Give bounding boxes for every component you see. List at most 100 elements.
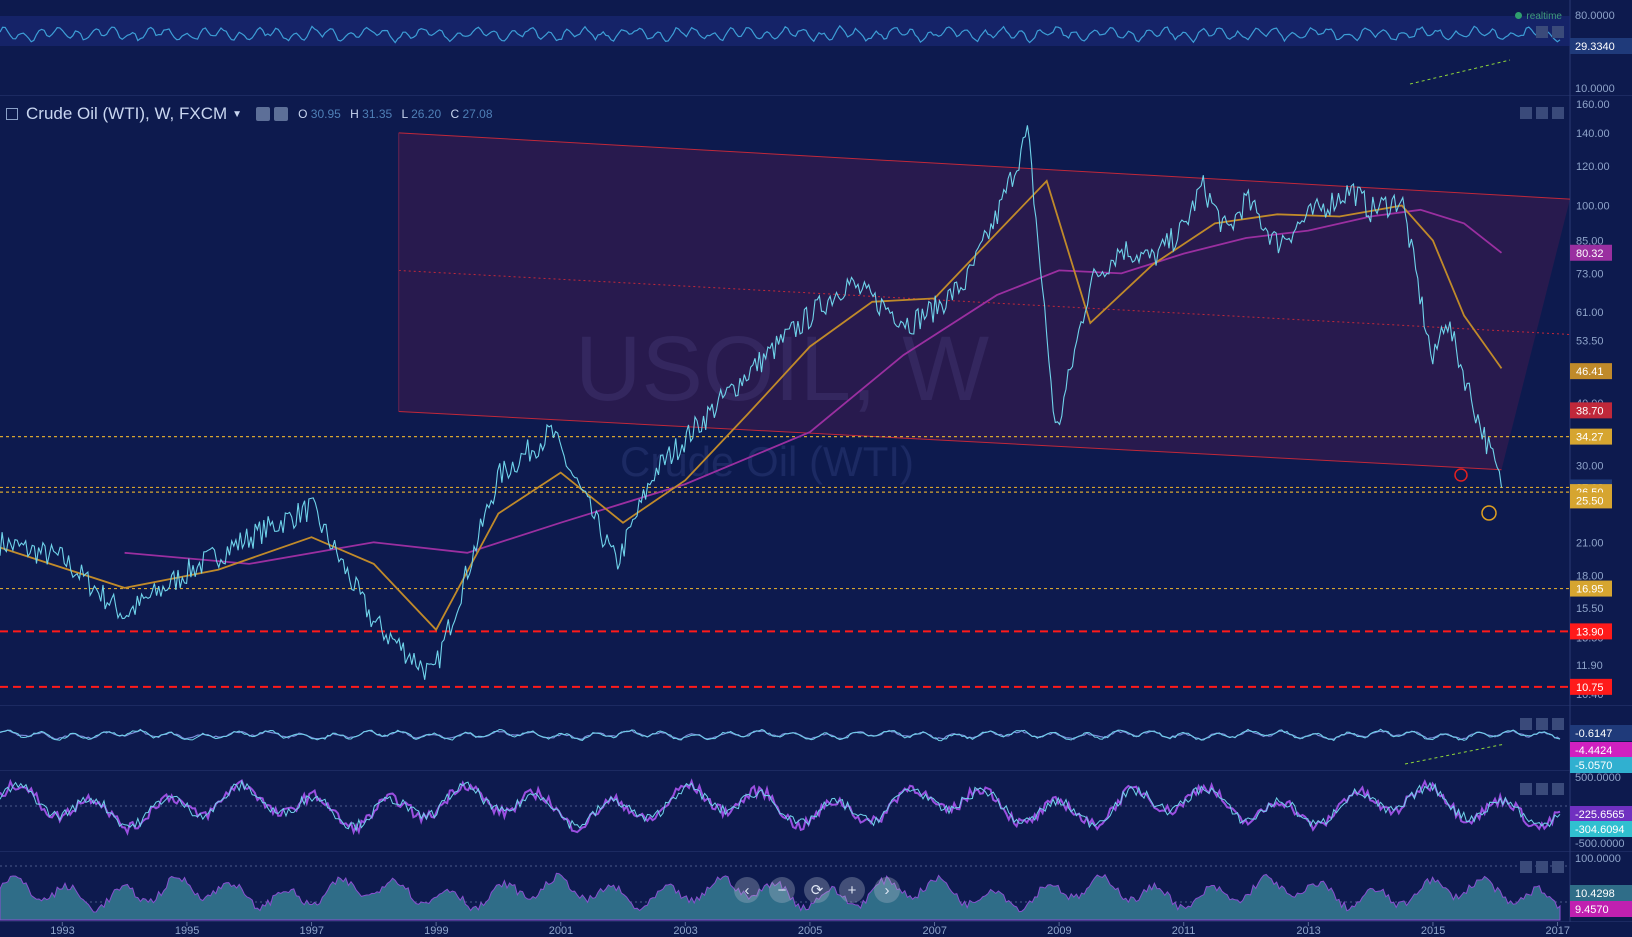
y-tick-label: 140.00 bbox=[1576, 128, 1610, 140]
price-label-box bbox=[1570, 363, 1612, 380]
indicator-axis-label: -4.4424 bbox=[1575, 745, 1612, 757]
y-tick-label: 120.00 bbox=[1576, 161, 1610, 173]
watermark-name: Crude Oil (WTI) bbox=[620, 438, 914, 485]
x-tick-label: 1995 bbox=[175, 925, 199, 937]
close-label: C bbox=[450, 107, 460, 121]
x-tick-label: 2009 bbox=[1047, 925, 1071, 937]
x-tick-label: 2003 bbox=[673, 925, 697, 937]
indicator-value-box bbox=[1570, 757, 1632, 773]
y-tick-label: 73.00 bbox=[1576, 268, 1604, 280]
indicator-value-box bbox=[1570, 806, 1632, 822]
x-tick-label: 1997 bbox=[300, 925, 324, 937]
x-tick-label: 1999 bbox=[424, 925, 448, 937]
high-value: 31.35 bbox=[362, 107, 393, 121]
x-tick-label: 1993 bbox=[50, 925, 74, 937]
panel-2 bbox=[0, 706, 1632, 771]
x-tick-label: 2015 bbox=[1421, 925, 1445, 937]
symbol-header: Crude Oil (WTI), W, FXCM ▼ O 30.95 H 31.… bbox=[0, 101, 499, 127]
fast-moving-average bbox=[0, 179, 1503, 632]
panel-control-icon bbox=[1520, 861, 1532, 873]
slow-moving-average bbox=[124, 208, 1503, 565]
close-value: 27.08 bbox=[462, 107, 493, 121]
indicator-axis-label: -500.0000 bbox=[1575, 838, 1625, 850]
x-tick-label: 2013 bbox=[1296, 925, 1320, 937]
macd-line bbox=[0, 729, 1561, 741]
indicator-axis-label: 10.0000 bbox=[1575, 83, 1615, 95]
panel-control-icon bbox=[1520, 107, 1532, 119]
y-tick-label: 100.00 bbox=[1576, 200, 1610, 212]
panel-control-icon bbox=[1552, 26, 1564, 38]
visibility-icon[interactable] bbox=[274, 107, 289, 121]
indicator-axis-label: 80.0000 bbox=[1575, 10, 1615, 22]
arrow-up-marker-icon bbox=[1481, 505, 1497, 521]
indicator-value-box bbox=[1570, 901, 1632, 917]
x-tick-label: 2005 bbox=[798, 925, 822, 937]
x-tick-label: 2007 bbox=[923, 925, 947, 937]
settings-icon[interactable] bbox=[256, 107, 271, 121]
indicator-axis-label: -304.6094 bbox=[1575, 824, 1625, 836]
symbol-label[interactable]: Crude Oil (WTI), W, FXCM bbox=[26, 104, 228, 123]
ohlc-readout: O 30.95 H 31.35 L 26.20 C 27.08 bbox=[298, 107, 498, 121]
panel-control-icon bbox=[1552, 861, 1564, 873]
open-label: O bbox=[298, 107, 308, 121]
watermark-symbol: USOIL, W bbox=[575, 318, 989, 420]
panel-1 bbox=[0, 96, 1632, 706]
stoch-d-line bbox=[0, 779, 1561, 833]
y-tick-label: 30.00 bbox=[1576, 460, 1604, 472]
status-dot-icon bbox=[1515, 12, 1523, 19]
indicator-value-box bbox=[1570, 38, 1632, 54]
indicator-value-box bbox=[1570, 885, 1632, 901]
channel-fill bbox=[398, 132, 1570, 470]
panel-control-icon bbox=[1552, 718, 1564, 730]
price-label-text: 80.32 bbox=[1576, 248, 1604, 260]
chevron-down-icon[interactable]: ▼ bbox=[232, 108, 243, 120]
panel-control-icon bbox=[1552, 783, 1564, 795]
macd-trendline bbox=[1404, 743, 1506, 765]
price-label-box bbox=[1570, 580, 1612, 597]
indicator-value-box bbox=[1570, 742, 1632, 758]
indicator-axis-label: -0.6147 bbox=[1575, 728, 1612, 740]
scroll-left-button[interactable]: ‹ bbox=[734, 877, 760, 903]
x-tick-label: 2017 bbox=[1546, 925, 1570, 937]
price-label-text: 46.41 bbox=[1576, 366, 1604, 378]
time-axis-bg bbox=[0, 922, 1632, 937]
indicator-axis-label: -225.6565 bbox=[1575, 809, 1625, 821]
macd-signal-line bbox=[0, 728, 1561, 742]
reset-button[interactable]: ⟳ bbox=[804, 877, 830, 903]
top-osc-band bbox=[0, 16, 1570, 46]
y-tick-label: 61.00 bbox=[1576, 307, 1604, 319]
x-tick-label: 2011 bbox=[1172, 925, 1196, 937]
price-label-text: 38.70 bbox=[1576, 405, 1604, 417]
panel-control-icon bbox=[1520, 718, 1532, 730]
price-label-text: 25.50 bbox=[1576, 495, 1604, 507]
price-label-text: 10.75 bbox=[1576, 682, 1604, 694]
zoom-in-button[interactable]: + bbox=[839, 877, 865, 903]
price-label-text: 13.90 bbox=[1576, 626, 1604, 638]
low-value: 26.20 bbox=[411, 107, 442, 121]
indicator-axis-label: 100.0000 bbox=[1575, 853, 1621, 865]
top-trendline bbox=[1409, 59, 1511, 85]
panel-control-icon bbox=[1536, 861, 1548, 873]
indicator-axis-label: 29.3340 bbox=[1575, 41, 1615, 53]
price-label-box bbox=[1570, 402, 1612, 419]
panel-control-icon bbox=[1536, 783, 1548, 795]
y-tick-label: 15.50 bbox=[1576, 603, 1604, 615]
panel-control-icon bbox=[1536, 718, 1548, 730]
indicator-axis-label: 500.0000 bbox=[1575, 772, 1621, 784]
scroll-right-button[interactable]: › bbox=[874, 877, 900, 903]
indicator-axis-label: 10.4298 bbox=[1575, 888, 1615, 900]
low-label: L bbox=[401, 107, 408, 121]
indicator-axis-label: -5.0570 bbox=[1575, 760, 1612, 772]
y-tick-label: 11.90 bbox=[1576, 660, 1603, 672]
channel-upper-line bbox=[398, 132, 1571, 200]
y-tick-label: 53.50 bbox=[1576, 335, 1604, 347]
price-series bbox=[0, 125, 1503, 680]
zoom-out-button[interactable]: − bbox=[769, 877, 795, 903]
panel-control-icon bbox=[1536, 26, 1548, 38]
collapse-icon[interactable] bbox=[6, 108, 18, 120]
y-tick-label: 18.00 bbox=[1576, 571, 1604, 583]
chart-navigation: ‹ − ⟳ + › bbox=[734, 877, 900, 903]
price-label-text: 16.95 bbox=[1576, 584, 1604, 596]
indicator-value-box bbox=[1570, 821, 1632, 837]
